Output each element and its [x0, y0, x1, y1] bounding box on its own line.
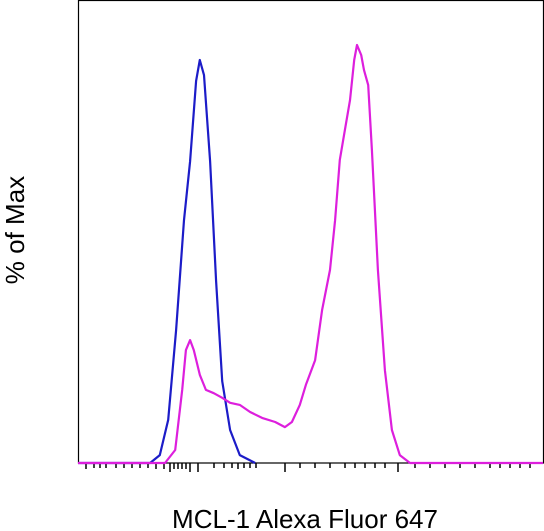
histogram-line [78, 58, 256, 465]
plot-frame [77, 0, 544, 464]
x-axis-label: MCL-1 Alexa Fluor 647 [172, 504, 438, 531]
histogram-line [78, 43, 543, 465]
x-axis-ticks [85, 463, 531, 472]
y-axis-label: % of Max [0, 176, 30, 284]
